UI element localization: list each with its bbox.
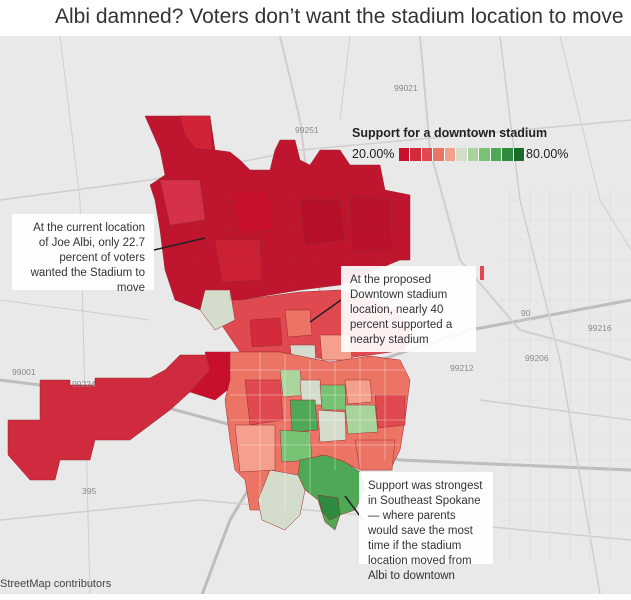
road-label-395: 395	[82, 486, 96, 496]
legend-swatch	[399, 148, 411, 161]
precinct-south-11	[244, 379, 284, 426]
legend-swatch	[410, 148, 422, 161]
precinct-mid-2	[199, 289, 236, 331]
annotation-downtown: At the proposed Downtown stadium locatio…	[341, 266, 476, 352]
road-label-99001: 99001	[12, 367, 36, 377]
legend-swatch	[490, 148, 503, 161]
road-label-99216: 99216	[588, 323, 612, 333]
precinct-south-2	[279, 369, 304, 398]
legend-min-label: 20.00%	[352, 147, 395, 161]
title-text: Albi damned? Voters don’t want the stadi…	[55, 5, 624, 28]
annotation-southeast: Support was strongest in Southeast Spoka…	[359, 472, 493, 582]
precinct-west-arm	[7, 354, 211, 481]
precinct-south-9	[374, 394, 406, 429]
legend-swatch	[513, 148, 525, 161]
precinct-north-7	[214, 239, 263, 283]
road-label-99021: 99021	[394, 83, 418, 93]
road-label-99251: 99251	[295, 125, 319, 135]
map-view[interactable]: 99021 99251 99216 99206 99212 99001 9922…	[0, 36, 631, 594]
precinct-east-isolated	[480, 266, 484, 280]
precinct-southeast-2	[257, 469, 306, 531]
precinct-borders	[165, 140, 410, 300]
precinct-south-5	[344, 379, 373, 405]
leader-downtown	[309, 299, 342, 323]
map-attribution[interactable]: StreetMap contributors	[0, 578, 112, 590]
legend-scale: 20.00% 80.00%	[352, 146, 572, 162]
precinct-mid-3	[284, 309, 313, 338]
precinct-south-4	[319, 384, 347, 411]
leader-albi	[153, 237, 206, 251]
legend-swatch	[456, 148, 468, 161]
road-label-99224: 99224	[72, 379, 96, 389]
map-svg: 99021 99251 99216 99206 99212 99001 9922…	[0, 36, 631, 594]
chart-title: Albi damned? Voters don’t want the stadi…	[0, 0, 631, 36]
legend-title: Support for a downtown stadium	[352, 126, 548, 140]
legend: Support for a downtown stadium 20.00% 80…	[352, 126, 568, 161]
road-label-99206: 99206	[525, 353, 549, 363]
road-labels: 99021 99251 99216 99206 99212 99001 9922…	[12, 83, 612, 496]
legend-swatch	[479, 148, 491, 161]
precinct-south-6	[289, 399, 319, 433]
precinct-southeast-3	[317, 494, 341, 521]
legend-color-ramp	[399, 148, 525, 161]
legend-swatch	[467, 148, 480, 161]
precinct-south-12	[234, 424, 276, 473]
precinct-north-6	[159, 179, 206, 226]
precinct-north-2	[179, 115, 213, 151]
legend-swatch	[433, 148, 445, 161]
bottom-strip	[0, 594, 631, 600]
precinct-north-5	[349, 194, 393, 253]
precinct-south-8	[344, 404, 379, 435]
road-label-99212: 99212	[450, 363, 474, 373]
street-grid	[500, 190, 631, 560]
precinct-mid-5	[249, 317, 283, 348]
precinct-south-13	[354, 439, 396, 471]
precinct-south-7	[317, 409, 347, 443]
annotation-albi: At the current location of Joe Albi, onl…	[12, 214, 154, 294]
precinct-north-4	[299, 199, 346, 246]
legend-swatch	[421, 148, 434, 161]
road-label-90: 90	[521, 308, 531, 318]
precinct-north	[144, 115, 411, 311]
legend-max-label: 80.00%	[526, 147, 569, 161]
legend-swatch	[444, 148, 457, 161]
south-borders	[230, 352, 405, 510]
legend-swatch	[502, 148, 514, 161]
